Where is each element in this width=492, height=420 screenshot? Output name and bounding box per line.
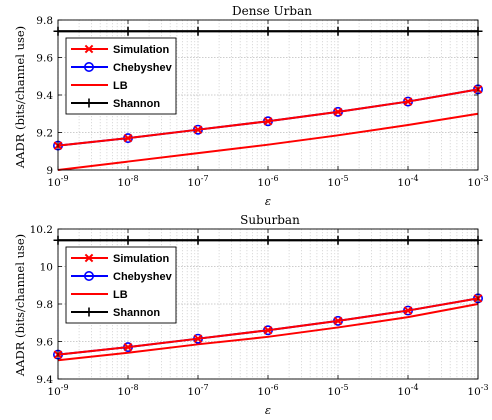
y-tick-label: 9.4 (36, 374, 53, 386)
x-tick-label: 10-6 (257, 383, 278, 398)
data-point (403, 97, 413, 106)
data-point (263, 26, 273, 36)
data-point (123, 133, 133, 143)
x-tick-label: 10-4 (397, 383, 418, 398)
legend-marker (84, 61, 95, 72)
y-tick-label: 10 (40, 262, 53, 274)
x-tick-label: 10-3 (467, 174, 488, 189)
y-tick-label: 9 (46, 165, 53, 177)
y-axis-label: AADR (bits/channel use) (13, 26, 27, 169)
legend-marker (84, 307, 94, 317)
x-tick-label: 10-9 (47, 174, 68, 189)
legend-box (65, 246, 177, 324)
legend-label: LB (113, 80, 128, 92)
legend-label: Shannon (113, 98, 160, 110)
y-tick-label: 9.6 (36, 53, 53, 65)
y-tick-label: 9.6 (36, 337, 53, 349)
legend-marker (84, 253, 94, 263)
legend-marker (84, 270, 95, 281)
panel-suburban: Suburban ε AADR (bits/channel use) 10-9 1… (13, 213, 489, 417)
panel-dense-urban: Dense Urban ε AADR (bits/channel use) 10… (13, 4, 489, 208)
y-tick-label: 9.8 (36, 299, 53, 311)
x-axis-label: ε (265, 194, 271, 208)
x-tick-label: 10-8 (117, 383, 138, 398)
data-point (123, 342, 133, 352)
x-tick-label: 10-5 (327, 383, 348, 398)
data-point (263, 235, 273, 245)
y-axis-label: AADR (bits/channel use) (13, 234, 27, 377)
data-point (333, 235, 343, 245)
legend-label: LB (113, 289, 128, 301)
y-tick-label: 9.2 (36, 128, 53, 140)
data-point (193, 235, 203, 245)
chart-title: Suburban (240, 213, 300, 227)
x-tick-label: 10-8 (117, 174, 138, 189)
chart-title: Dense Urban (232, 4, 312, 18)
data-point (403, 306, 413, 315)
series-line-lb (57, 112, 479, 171)
data-point (193, 125, 203, 134)
legend-marker (84, 98, 94, 108)
y-tick-label: 9.4 (36, 90, 53, 102)
data-point (123, 26, 133, 36)
series-line-lb (57, 303, 479, 362)
legend-marker (84, 44, 94, 54)
x-tick-label: 10-5 (327, 174, 348, 189)
legend-box (65, 37, 177, 115)
legend-label: Simulation (113, 44, 170, 56)
x-tick-label: 10-9 (47, 383, 68, 398)
legend-label: Shannon (113, 307, 160, 319)
data-point (193, 26, 203, 36)
data-point (333, 316, 343, 326)
data-point (403, 235, 413, 245)
x-tick-label: 10-4 (397, 174, 418, 189)
x-tick-label: 10-6 (257, 174, 278, 189)
x-tick-label: 10-3 (467, 383, 488, 398)
y-tick-label: 9.8 (36, 15, 53, 27)
data-point (333, 107, 343, 117)
x-axis-label: ε (265, 403, 271, 417)
axes-box (57, 19, 479, 171)
data-point (333, 26, 343, 36)
data-point (263, 116, 273, 126)
x-tick-label: 10-7 (187, 174, 208, 189)
data-point (123, 235, 133, 245)
axes-box (57, 228, 479, 380)
legend-label: Chebyshev (113, 62, 173, 74)
legend-label: Chebyshev (113, 271, 173, 283)
data-point (403, 26, 413, 36)
legend-label: Simulation (113, 253, 170, 265)
data-point (263, 325, 273, 335)
data-point (193, 334, 203, 343)
x-tick-label: 10-7 (187, 383, 208, 398)
y-tick-label: 10.2 (30, 224, 53, 236)
